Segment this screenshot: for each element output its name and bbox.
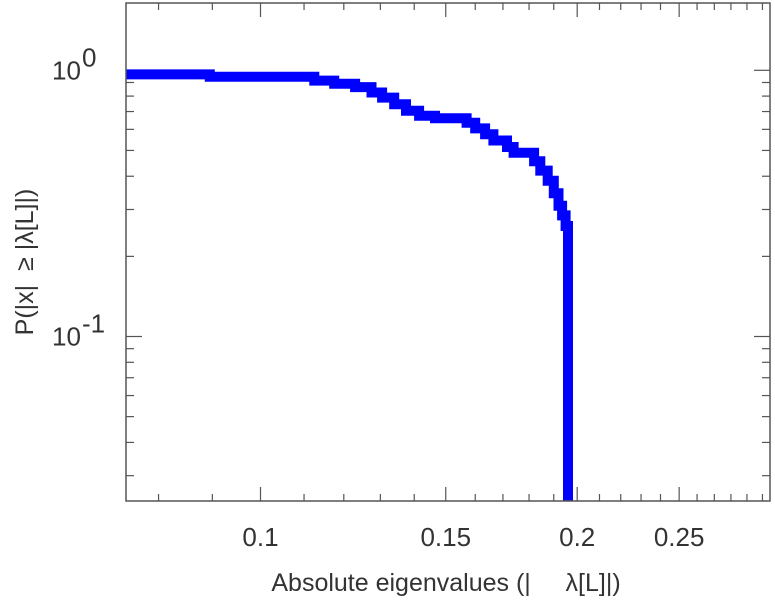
x-tick-label: 0.2 — [559, 522, 595, 552]
x-tick-labels: 0.1 0.15 0.2 0.25 — [242, 522, 704, 552]
x-tick-label: 0.1 — [242, 522, 278, 552]
plot-frame — [125, 2, 771, 502]
y-tick-exponent: 0 — [82, 42, 96, 72]
y-tick-base: 10 — [52, 321, 81, 351]
minor-ticks — [126, 3, 770, 501]
x-tick-label: 0.25 — [654, 522, 705, 552]
y-tick-base: 10 — [52, 55, 81, 85]
y-tick-label: 10 -1 — [52, 308, 105, 351]
y-tick-label: 10 0 — [52, 42, 96, 85]
x-tick-label: 0.15 — [420, 522, 471, 552]
x-axis-label: Absolute eigenvalues (| λ[L]|) — [271, 569, 620, 597]
y-tick-exponent: -1 — [82, 308, 105, 338]
series-line — [126, 69, 573, 501]
y-axis-label: P(|x| ≥ |λ[L]|) — [11, 189, 39, 336]
